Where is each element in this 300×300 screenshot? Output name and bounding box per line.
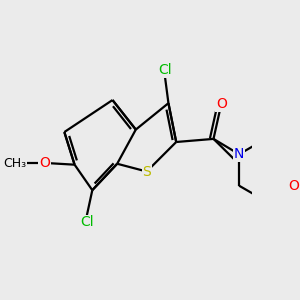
Text: Cl: Cl <box>80 215 93 229</box>
Text: Cl: Cl <box>158 63 172 77</box>
Text: CH₃: CH₃ <box>3 157 26 170</box>
Text: O: O <box>39 156 50 170</box>
Text: O: O <box>216 97 227 111</box>
Text: N: N <box>234 147 244 161</box>
Text: O: O <box>288 179 299 193</box>
Text: S: S <box>142 164 151 178</box>
